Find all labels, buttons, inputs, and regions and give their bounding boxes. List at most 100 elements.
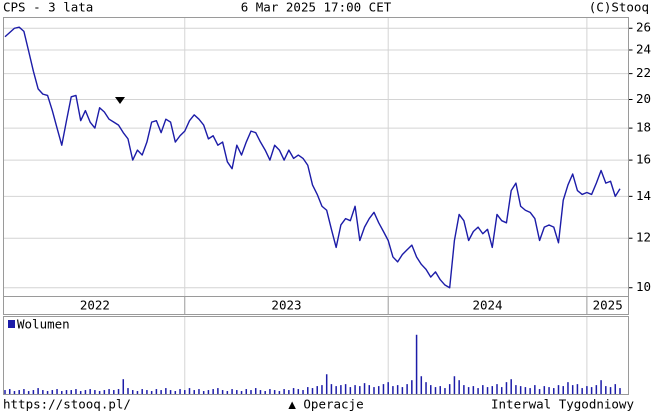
volume-bar <box>463 385 465 394</box>
x-tick-label: 2024 <box>472 298 502 313</box>
volume-bar <box>188 388 191 394</box>
volume-bar <box>444 388 446 394</box>
volume-bar <box>61 391 63 394</box>
volume-bar <box>240 391 243 394</box>
volume-bar <box>434 387 437 394</box>
volume-bar <box>292 388 295 394</box>
volume-bar <box>482 385 484 394</box>
url[interactable]: https://stooq.pl/ <box>3 397 131 412</box>
volume-bar <box>406 384 408 394</box>
volume-bar <box>160 390 162 394</box>
volume-bar <box>387 382 389 394</box>
chart-subtitle: 6 Mar 2025 17:00 CET <box>241 0 392 15</box>
legend-label: Wolumen <box>17 317 70 332</box>
volume-bar <box>614 384 617 394</box>
volume-bar <box>108 389 110 394</box>
volume-bar <box>467 387 470 394</box>
volume-bar <box>340 385 342 394</box>
volume-bar <box>415 334 418 394</box>
volume-bar <box>425 382 427 394</box>
volume-bar <box>571 385 574 394</box>
volume-bar <box>13 391 16 394</box>
volume-bar <box>609 387 612 394</box>
volume-bar <box>491 386 494 394</box>
volume-bar <box>590 387 593 394</box>
volume-bar <box>344 384 347 394</box>
volume-bar <box>486 387 489 394</box>
volume-bar <box>297 389 300 394</box>
volume-bar <box>325 374 328 394</box>
volume-bar <box>51 390 54 394</box>
volume-bar <box>269 389 271 394</box>
volume-bar <box>94 390 96 394</box>
volume-bar <box>169 390 172 394</box>
volume-bar <box>146 390 148 394</box>
volume-bar <box>500 387 503 394</box>
volume-bar <box>420 376 423 394</box>
volume-bar <box>198 389 200 394</box>
volume-bar <box>600 380 602 394</box>
volume-bar <box>557 385 560 394</box>
volume-panel-frame <box>3 316 629 395</box>
volume-bar <box>496 384 498 394</box>
volume-bar <box>335 386 337 394</box>
volume-bar <box>519 386 522 394</box>
volume-bar <box>231 389 233 394</box>
x-tick-label: 2025 <box>593 298 623 313</box>
volume-bar <box>122 379 125 394</box>
volume-bar <box>505 382 508 394</box>
volume-bar <box>250 390 252 394</box>
y-tick-label: 20 <box>636 91 651 106</box>
volume-bar <box>359 386 361 394</box>
volume-bar <box>543 386 546 394</box>
x-tick-label: 2022 <box>80 298 110 313</box>
volume-bar <box>448 384 451 394</box>
price-line <box>4 26 621 289</box>
volume-bar <box>4 390 6 394</box>
volume-bar <box>155 389 158 394</box>
volume-bar <box>472 386 475 394</box>
volume-bar <box>165 388 167 394</box>
y-tick-label: 26 <box>636 20 651 35</box>
volume-bar <box>477 388 479 394</box>
volume-bar <box>23 389 25 394</box>
volume-bar <box>127 388 129 394</box>
volume-bar <box>368 385 371 394</box>
volume-bar <box>75 389 77 394</box>
volume-bar <box>207 390 210 394</box>
volume-bar <box>529 388 531 394</box>
y-tick-label: 22 <box>636 65 651 80</box>
volume-bar <box>586 386 588 394</box>
volume-bar <box>458 380 460 394</box>
volume-bar <box>510 379 512 394</box>
volume-bar <box>515 385 517 394</box>
legend-swatch <box>8 320 15 328</box>
volume-bar <box>619 388 621 394</box>
volume-bar <box>302 390 304 394</box>
volume-bar <box>392 386 394 394</box>
volume-bar <box>103 390 106 394</box>
volume-bar <box>193 390 195 394</box>
volume-bar <box>136 391 139 394</box>
volume-bar <box>8 389 11 394</box>
volume-bar <box>150 391 153 394</box>
volume-bar <box>330 384 333 394</box>
volume-bar <box>321 385 323 394</box>
y-tick-label: 14 <box>636 188 651 203</box>
volume-bar <box>217 388 219 394</box>
volume-bar <box>439 386 441 394</box>
volume-bar <box>453 376 456 394</box>
volume-bar <box>562 386 564 394</box>
y-tick-label: 16 <box>636 152 651 167</box>
volume-bar <box>179 389 181 394</box>
volume-bar <box>273 390 276 394</box>
volume-bar <box>548 387 550 394</box>
volume-bar <box>363 383 366 394</box>
volume-bar <box>411 380 413 394</box>
y-tick-label: 10 <box>636 279 651 294</box>
volume-bar <box>65 390 68 394</box>
volume-bar <box>212 389 214 394</box>
